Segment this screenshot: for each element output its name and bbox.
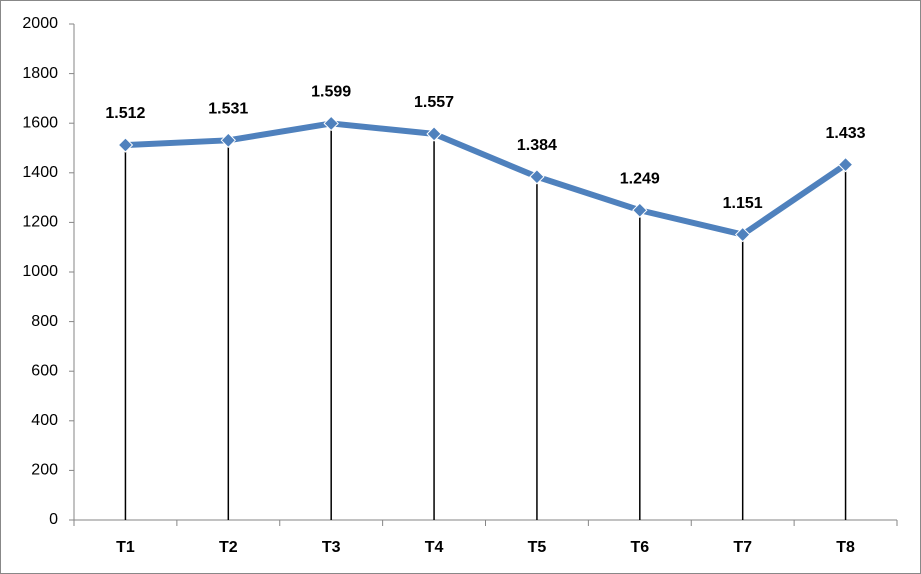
x-tick-label: T6 [630, 539, 649, 556]
data-point [632, 202, 648, 218]
data-point [734, 226, 751, 243]
y-tick-label: 2000 [22, 15, 58, 32]
x-tick-label: T8 [836, 539, 855, 556]
y-tick-label: 1600 [22, 114, 58, 131]
y-tick-label: 1000 [22, 263, 58, 280]
data-label: 1.151 [723, 195, 763, 212]
data-point [837, 156, 854, 173]
x-tick-label: T7 [733, 539, 752, 556]
data-point [426, 126, 442, 142]
data-point [117, 137, 134, 153]
y-tick-label: 800 [31, 313, 58, 330]
x-tick-label: T1 [116, 539, 135, 556]
data-label: 1.384 [517, 137, 557, 154]
data-point [323, 115, 339, 132]
data-label: 1.557 [414, 94, 454, 111]
data-label: 1.512 [105, 105, 145, 122]
y-tick-label: 200 [31, 462, 58, 479]
data-label: 1.249 [620, 170, 660, 187]
data-label: 1.433 [826, 125, 866, 142]
y-tick-label: 0 [49, 511, 58, 528]
data-label: 1.599 [311, 84, 351, 101]
x-tick-label: T4 [425, 539, 444, 556]
x-tick-label: T3 [322, 539, 341, 556]
x-tick-label: T2 [219, 539, 238, 556]
y-tick-label: 1400 [22, 164, 58, 181]
data-line [125, 120, 848, 238]
data-label: 1.531 [208, 101, 248, 118]
data-point [529, 169, 545, 185]
y-tick-label: 1800 [22, 65, 58, 82]
data-point [220, 132, 237, 149]
x-tick-label: T5 [528, 539, 547, 556]
y-tick-label: 600 [31, 362, 58, 379]
y-tick-label: 1200 [22, 214, 58, 231]
y-tick-label: 400 [31, 412, 58, 429]
